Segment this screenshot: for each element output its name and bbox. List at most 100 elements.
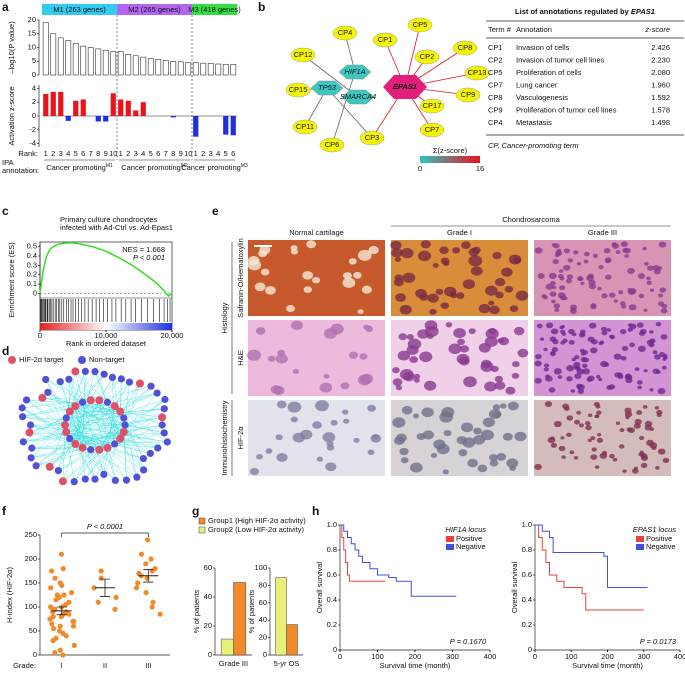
edge	[36, 405, 115, 466]
cell	[615, 421, 621, 425]
cell	[427, 293, 439, 303]
y-tick-label: 0.1	[27, 279, 37, 288]
cell	[566, 274, 574, 280]
cell	[576, 384, 585, 391]
legend-dot	[8, 356, 16, 364]
term-node	[292, 119, 318, 135]
p-value-bar	[42, 22, 49, 76]
cell	[494, 375, 503, 383]
cell	[273, 386, 285, 396]
edge	[74, 449, 91, 482]
y-tick-label: 0	[33, 288, 37, 297]
legend-swatch	[636, 536, 644, 542]
cell	[509, 305, 519, 312]
cell	[560, 329, 566, 334]
regulator-node	[341, 89, 375, 105]
gene-node	[56, 378, 64, 386]
point	[49, 568, 55, 574]
y-tick-label: 20	[204, 621, 212, 630]
cell	[543, 367, 549, 372]
edge	[68, 379, 83, 403]
gene-node	[146, 449, 154, 458]
rank: 3	[59, 149, 63, 158]
footnote: CP, Cancer-promoting term	[488, 141, 579, 150]
axis-label: Activation z-score	[7, 86, 16, 145]
legend-label: Positive	[646, 534, 672, 543]
point	[71, 618, 77, 625]
p-value-bar	[215, 63, 222, 76]
point	[52, 650, 58, 656]
bar	[286, 624, 298, 656]
cell	[421, 407, 434, 418]
cell	[638, 451, 645, 457]
gene-node	[160, 405, 168, 413]
p-value-bar	[132, 55, 139, 76]
rank: 1	[194, 149, 198, 158]
edge	[29, 417, 67, 433]
cell	[399, 447, 409, 456]
cell	[643, 261, 649, 266]
cell	[661, 365, 667, 370]
row-title: HIF-2α	[236, 426, 245, 450]
gene-node	[71, 439, 80, 448]
cell	[579, 348, 585, 353]
gene-node	[122, 476, 131, 484]
cell	[254, 282, 266, 292]
cell	[557, 274, 564, 279]
gene-node	[45, 462, 54, 471]
x-tick-label: I	[61, 661, 63, 670]
y-tick-label: 0.6	[327, 570, 337, 579]
y-tick-label: 100	[254, 563, 267, 572]
edge	[120, 378, 122, 412]
cell: 1.592	[651, 93, 670, 102]
axis-label: Overall survival	[510, 562, 519, 614]
edge	[30, 417, 67, 458]
cell	[494, 277, 506, 287]
gsea-title: Primary culture chondrocytes	[60, 215, 157, 224]
edge	[107, 402, 115, 444]
gene-node	[111, 440, 119, 448]
cell	[591, 447, 597, 452]
edge	[75, 402, 83, 444]
gene-node	[147, 382, 155, 390]
cell	[545, 374, 550, 379]
cell	[392, 367, 400, 374]
x-tick-label: 100	[565, 652, 578, 661]
point	[157, 611, 163, 617]
cell	[587, 273, 594, 279]
cell	[276, 400, 287, 409]
cell: Vasculogenesis	[516, 93, 568, 102]
cell	[457, 338, 466, 346]
x-tick-label: 400	[674, 652, 685, 661]
cell	[515, 290, 529, 301]
cell	[485, 285, 498, 296]
cell	[553, 420, 562, 428]
cell	[260, 268, 270, 276]
gene-node	[117, 375, 125, 383]
cell: 2.080	[651, 68, 670, 77]
legend-swatch	[198, 517, 206, 525]
p-value-bar	[200, 62, 207, 76]
cell	[543, 347, 548, 352]
gene-node	[103, 443, 112, 452]
legend-label: Negative	[456, 542, 486, 551]
y-tick-label: 20	[259, 633, 267, 642]
z-score-bar	[58, 91, 64, 116]
edge	[90, 378, 122, 401]
cell	[504, 285, 514, 293]
point	[61, 592, 67, 598]
annotation-text: Cancer promoting	[46, 163, 106, 172]
y-tick-label: 0	[32, 70, 36, 79]
z-score-bar	[118, 99, 124, 116]
cell	[343, 418, 350, 424]
cell	[456, 353, 470, 365]
term-node	[414, 49, 440, 65]
cell	[549, 291, 557, 297]
cell	[395, 293, 406, 302]
y-tick-label: 1.0	[522, 520, 532, 529]
edge	[69, 400, 91, 439]
column-header: Term #	[488, 25, 512, 34]
gene-node	[158, 421, 166, 429]
term-label: CP2	[420, 52, 435, 61]
